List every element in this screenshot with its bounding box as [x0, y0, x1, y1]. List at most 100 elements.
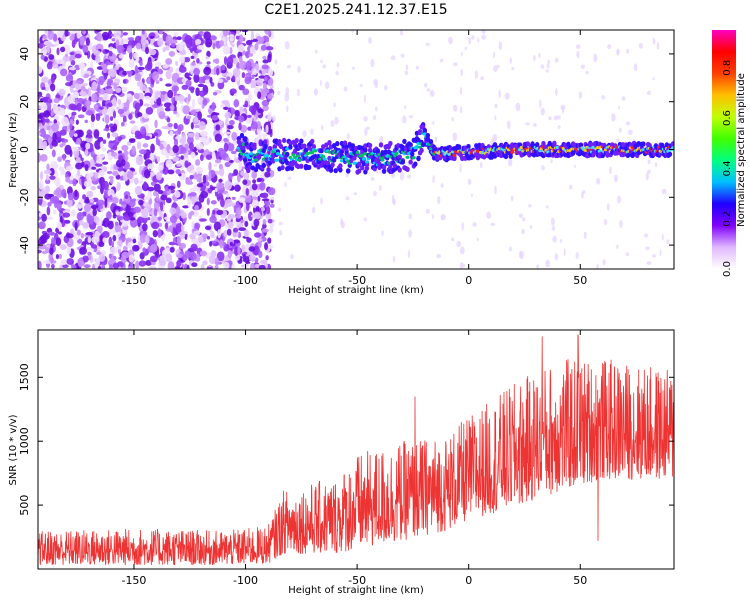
spectrogram-faint-cell: [573, 164, 577, 168]
spectrogram-noise-cell: [167, 185, 176, 190]
spectrogram-noise-cell: [62, 212, 71, 218]
spectrogram-faint-cell: [508, 246, 512, 252]
spectrogram-noise-cell: [231, 131, 238, 141]
spectrogram-band-cell: [277, 139, 282, 145]
spectrogram-noise-cell: [212, 92, 218, 96]
spectrogram-faint-cell: [297, 65, 301, 73]
spectrogram-noise-cell: [56, 221, 63, 230]
spectrogram-noise-cell: [229, 241, 233, 247]
spectrogram-noise-cell: [170, 39, 178, 44]
spectrogram-noise-cell: [198, 90, 207, 97]
spectrogram-noise-cell: [140, 126, 147, 135]
spectrogram-noise-cell: [154, 95, 159, 100]
spectrogram-noise-cell: [85, 110, 94, 116]
spectrogram-noise-cell: [168, 50, 176, 57]
spectrogram-noise-cell: [122, 79, 127, 84]
spectrogram-noise-cell: [255, 206, 260, 212]
spectrogram-noise-cell: [206, 207, 210, 216]
spectrogram-noise-cell: [78, 62, 86, 70]
spectrogram-noise-cell: [250, 262, 256, 269]
spectrogram-noise-cell: [152, 229, 158, 238]
spectrogram-noise-cell: [116, 215, 125, 221]
spectrogram-y-ticks: -40 -20 0 20 40: [18, 47, 674, 254]
spectrogram-faint-cell: [644, 233, 649, 238]
spectrogram-noise-cell: [70, 209, 76, 217]
spectrogram-noise-cell: [179, 230, 186, 240]
spectrogram-faint-cell: [311, 206, 316, 214]
spectrogram-noise-cell: [114, 78, 121, 84]
spectrogram-noise-cell: [110, 241, 115, 247]
spectrogram-noise-cell: [227, 213, 236, 219]
spectrogram-faint-cell: [467, 178, 472, 185]
spectrogram-faint-cell: [498, 89, 501, 99]
spectrogram-noise-cell: [87, 215, 95, 225]
spectrogram-faint-cell: [270, 196, 275, 201]
y-tick-label: 1000: [18, 427, 31, 455]
spectrogram-noise-cell: [251, 196, 258, 200]
spectrogram-noise-cell: [106, 132, 111, 139]
spectrogram-noise-cell: [39, 103, 48, 111]
spectrogram-noise-cell: [128, 254, 135, 263]
spectrogram-noise-cell: [197, 111, 202, 121]
spectrogram-noise-cell: [80, 232, 84, 239]
spectrogram-noise-cell: [202, 98, 208, 106]
spectrogram-band-cell: [242, 136, 248, 142]
spectrogram-noise-cell: [190, 87, 195, 94]
spectrogram-noise-cell: [143, 112, 149, 119]
spectrogram-noise-cell: [261, 133, 268, 137]
spectrogram-faint-cell: [481, 30, 486, 34]
spectrogram-noise-cell: [136, 112, 143, 118]
spectrogram-noise-cell: [90, 244, 98, 249]
y-tick-label: 0: [18, 146, 31, 153]
spectrogram-noise-cell: [117, 99, 122, 105]
spectrogram-noise-cell: [176, 36, 182, 41]
spectrogram-noise-cell: [187, 132, 195, 138]
spectrogram-noise-cell: [195, 142, 204, 150]
spectrogram-noise-cell: [240, 124, 248, 133]
x-tick-label: -150: [121, 574, 146, 587]
spectrogram-noise-cell: [152, 190, 158, 197]
spectrogram-band-cell: [405, 166, 410, 172]
spectrogram-faint-cell: [269, 226, 274, 234]
spectrogram-noise-cell: [46, 206, 51, 216]
spectrogram-faint-cell: [468, 37, 472, 45]
spectrogram-noise-cell: [122, 115, 127, 124]
spectrogram-noise-cell: [155, 171, 163, 181]
spectrogram-noise-cell: [120, 122, 125, 127]
spectrogram-noise-cell: [89, 198, 95, 203]
spectrogram-noise-cell: [242, 88, 250, 96]
spectrogram-panel: -150 -100 -50 0 50 -40 -20 0 20 40 Height of str…: [8, 29, 675, 296]
spectrogram-faint-cell: [407, 174, 411, 179]
spectrogram-noise-cell: [127, 37, 135, 41]
spectrogram-noise-cell: [260, 44, 267, 51]
spectrogram-faint-cell: [314, 49, 318, 54]
spectrogram-noise-cell: [129, 261, 134, 269]
spectrogram-noise-cell: [235, 207, 242, 217]
spectrogram-noise-cell: [214, 187, 218, 193]
spectrogram-band-core: [274, 158, 279, 162]
spectrogram-faint-cell: [626, 48, 630, 54]
spectrogram-noise-cell: [112, 97, 117, 106]
spectrogram-noise-cell: [219, 149, 227, 158]
spectrogram-noise-cell: [175, 135, 182, 140]
spectrogram-noise-cell: [63, 219, 71, 224]
spectrogram-faint-cell: [351, 30, 354, 34]
spectrogram-faint-cell: [661, 188, 667, 195]
spectrogram-noise-cell: [76, 30, 81, 39]
spectrogram-noise-cell: [238, 161, 243, 171]
spectrogram-noise-cell: [69, 118, 74, 124]
spectrogram-noise-cell: [102, 161, 109, 165]
spectrogram-faint-cell: [616, 244, 619, 250]
spectrogram-band-cell: [311, 144, 317, 150]
spectrogram-noise-cell: [170, 42, 176, 48]
spectrogram-noise-cell: [246, 202, 250, 212]
spectrogram-noise-cell: [253, 79, 257, 89]
spectrogram-faint-cell: [498, 41, 503, 50]
spectrogram-faint-cell: [400, 53, 405, 58]
spectrogram-x-label: Height of straight line (km): [288, 285, 424, 296]
spectrogram-faint-cell: [480, 76, 485, 81]
spectrogram-band-core: [480, 151, 485, 155]
spectrogram-noise-cell: [193, 73, 200, 83]
spectrogram-noise-cell: [98, 241, 105, 248]
